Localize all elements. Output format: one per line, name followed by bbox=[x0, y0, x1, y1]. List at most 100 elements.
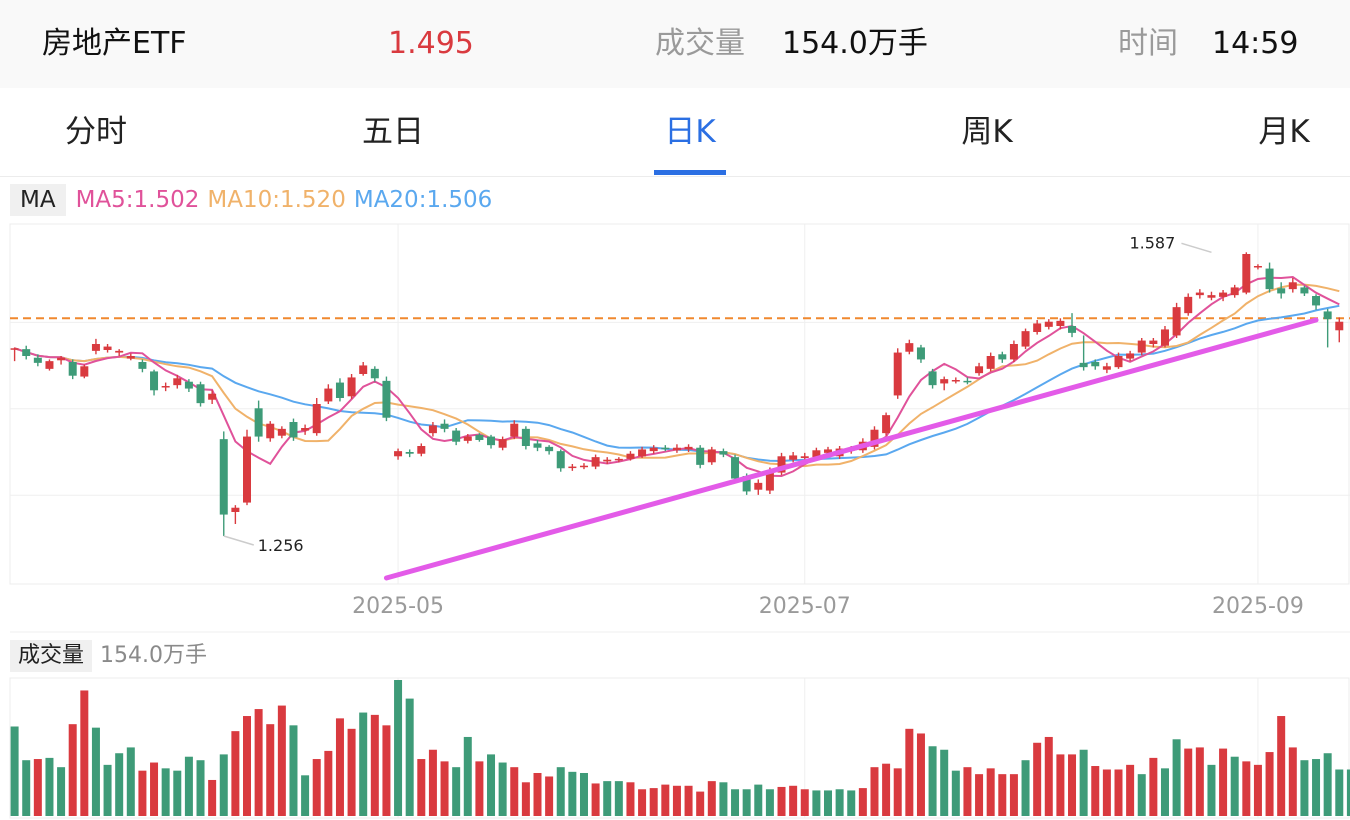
volume-bar bbox=[266, 724, 275, 816]
candle-body bbox=[591, 457, 600, 467]
volume-bar bbox=[335, 718, 344, 816]
tab-five-day[interactable]: 五日 bbox=[362, 114, 424, 150]
volume-bar bbox=[591, 783, 600, 816]
candle-body bbox=[777, 456, 786, 473]
candle-body bbox=[672, 447, 681, 451]
candle-body bbox=[905, 343, 914, 352]
candle-body bbox=[266, 423, 275, 439]
volume-label: 成交量 bbox=[655, 26, 745, 61]
volume-bar bbox=[847, 790, 856, 816]
ma20-value: MA20:1.506 bbox=[353, 187, 493, 213]
volume-bar bbox=[463, 736, 472, 816]
candle-body bbox=[1288, 282, 1297, 290]
candle-body bbox=[1219, 292, 1228, 297]
candle-body bbox=[1009, 344, 1018, 360]
candle-body bbox=[1079, 362, 1088, 368]
tab-intraday[interactable]: 分时 bbox=[65, 114, 127, 150]
candle-body bbox=[359, 365, 368, 374]
candle-body bbox=[603, 459, 612, 462]
volume-bar bbox=[719, 782, 728, 816]
volume-bar bbox=[928, 746, 937, 816]
candle-body bbox=[800, 456, 809, 458]
volume-bar bbox=[45, 757, 54, 816]
volume-bar bbox=[126, 747, 135, 816]
volume-indicator-button[interactable]: 成交量 bbox=[10, 640, 93, 672]
volume-bar bbox=[161, 768, 170, 816]
volume-bar bbox=[1184, 748, 1193, 816]
volume-legend: 成交量 154.0万手 bbox=[10, 640, 207, 672]
candle-body bbox=[1253, 266, 1262, 268]
volume-bar bbox=[626, 782, 635, 816]
volume-bar bbox=[68, 724, 77, 816]
volume-bar bbox=[1137, 774, 1146, 816]
volume-bar bbox=[382, 725, 391, 816]
candle-body bbox=[568, 466, 577, 469]
candle-body bbox=[428, 425, 437, 434]
candle-body bbox=[510, 423, 519, 437]
volume-legend-value: 154.0万手 bbox=[100, 643, 207, 668]
candle-body bbox=[1323, 311, 1332, 320]
volume-bar bbox=[742, 789, 751, 816]
candle-body bbox=[347, 377, 356, 397]
candle-body bbox=[545, 446, 554, 452]
candle-body bbox=[882, 415, 891, 434]
volume-bar bbox=[1079, 749, 1088, 816]
volume-bar bbox=[1207, 764, 1216, 816]
volume-bar bbox=[498, 762, 507, 816]
volume-bar bbox=[1160, 768, 1169, 816]
volume-bar bbox=[568, 771, 577, 816]
candle-body bbox=[150, 371, 159, 391]
tab-monthly-k[interactable]: 月K bbox=[1258, 114, 1310, 150]
tab-daily-k[interactable]: 日K bbox=[664, 114, 716, 150]
volume-bar bbox=[173, 770, 182, 816]
candle-body bbox=[1114, 356, 1123, 368]
candle-body bbox=[312, 404, 321, 434]
volume-bar bbox=[1126, 764, 1135, 816]
candle-body bbox=[1044, 321, 1053, 327]
candle-body bbox=[579, 465, 588, 468]
quote-header: 房地产ETF 1.495 成交量 154.0万手 时间 14:59 bbox=[0, 0, 1350, 88]
volume-bar bbox=[208, 779, 217, 816]
volume-bar bbox=[661, 784, 670, 816]
candle-body bbox=[1021, 331, 1030, 347]
trendline bbox=[383, 317, 1319, 581]
candles bbox=[10, 252, 1344, 536]
volume-bar bbox=[91, 727, 100, 816]
volume-bar bbox=[487, 754, 496, 816]
volume-bar bbox=[998, 774, 1007, 816]
volume-bar bbox=[638, 789, 647, 816]
volume-bar bbox=[545, 776, 554, 816]
candle-body bbox=[824, 449, 832, 453]
volume-bar bbox=[986, 768, 995, 816]
volume-bar bbox=[684, 785, 693, 816]
candle-body bbox=[417, 446, 426, 454]
tab-weekly-k[interactable]: 周K bbox=[961, 114, 1013, 150]
volume-bar bbox=[1149, 757, 1158, 816]
volume-bar bbox=[196, 760, 205, 816]
candle-body bbox=[394, 451, 403, 457]
ma-indicator-button[interactable]: MA bbox=[10, 184, 66, 216]
volume-bar bbox=[219, 754, 228, 816]
candle-body bbox=[1172, 307, 1181, 336]
candle-body bbox=[115, 350, 124, 353]
security-name: 房地产ETF bbox=[42, 26, 187, 61]
candle-body bbox=[940, 379, 949, 384]
volume-bar bbox=[696, 791, 705, 816]
active-tab-indicator bbox=[654, 170, 726, 175]
volume-bar bbox=[975, 774, 984, 816]
candle-body bbox=[789, 455, 798, 460]
candle-body bbox=[1126, 353, 1135, 359]
volume-bar bbox=[1033, 742, 1042, 816]
candle-body bbox=[196, 384, 205, 404]
candle-body bbox=[324, 388, 333, 402]
candle-body bbox=[1149, 340, 1158, 344]
candle-body bbox=[684, 446, 693, 450]
volume-bar bbox=[951, 770, 960, 816]
volume-bar bbox=[707, 781, 716, 816]
volume-bar bbox=[475, 761, 484, 816]
candle-body bbox=[498, 439, 507, 448]
extreme-markers: 1.587 1.256 bbox=[223, 233, 1212, 555]
candle-body bbox=[161, 386, 170, 388]
ma10-value: MA10:1.520 bbox=[207, 187, 346, 213]
